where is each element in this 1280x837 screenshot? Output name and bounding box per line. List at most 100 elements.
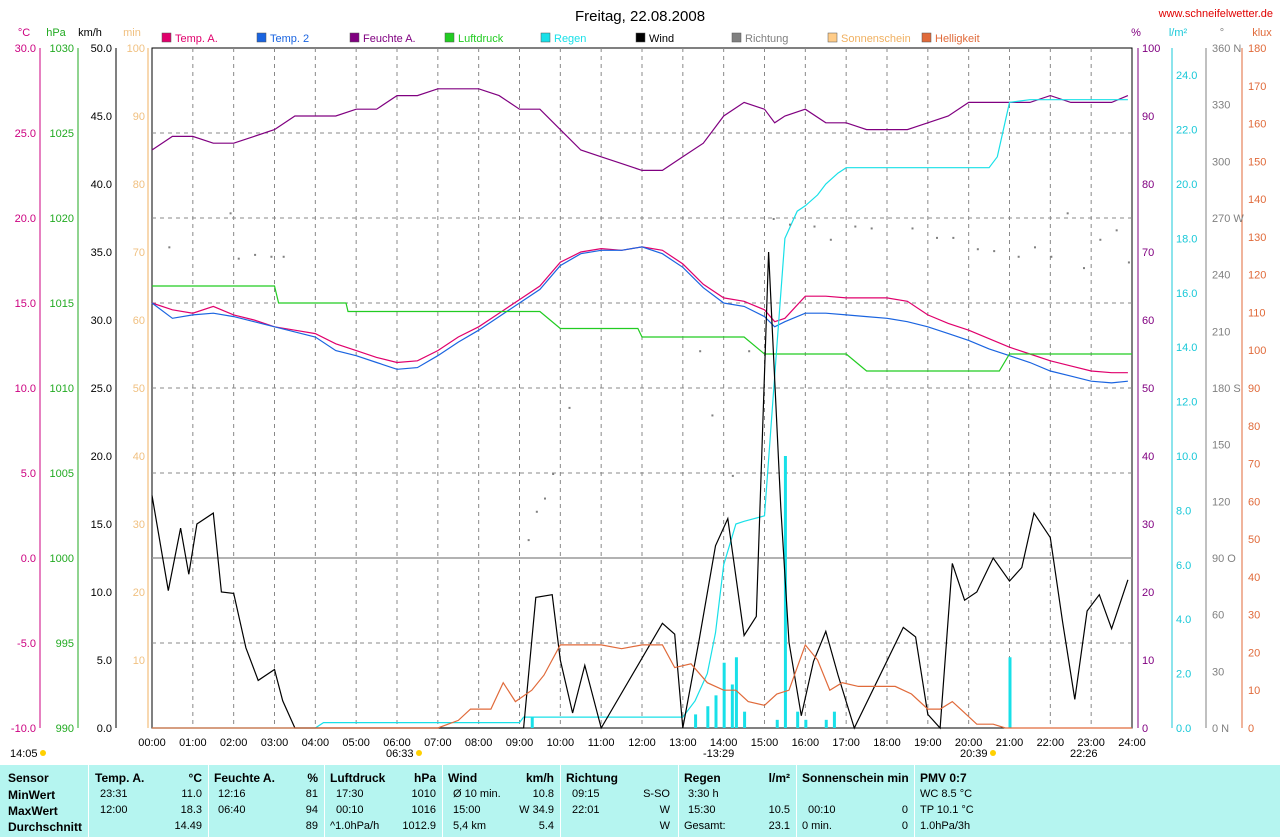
weather-chart: Freitag, 22.08.2008 www.schneifelwetter.…	[10, 8, 1273, 760]
x-tick-23: 23:00	[1077, 737, 1105, 749]
direction-point-7	[535, 510, 538, 513]
direction-tick-0: 360 N	[1212, 43, 1241, 55]
direction-point-21	[911, 227, 914, 230]
series-line-temp-a-	[151, 246, 1128, 374]
axis-unit-0: °C	[18, 27, 30, 39]
plot-area	[151, 88, 1132, 730]
direction-point-24	[976, 248, 979, 251]
stats-header-hum-unit: %	[307, 771, 318, 785]
legend-label-3: Luftdruck	[458, 33, 504, 45]
rain-bar-0	[530, 717, 534, 728]
legend-swatch-4	[540, 32, 551, 43]
direction-point-33	[1127, 261, 1130, 264]
legend-swatch-5	[635, 32, 646, 43]
stats-avg-row: Durchschnitt 14.49 89 ^1.0hPa/h 1012.9 5…	[0, 820, 1280, 836]
x-tick-7: 07:00	[424, 737, 452, 749]
x-tick-19: 19:00	[914, 737, 942, 749]
direction-point-30	[1083, 267, 1085, 270]
min-dir-time: 09:15	[572, 788, 600, 800]
max-sun-label: 00:10	[808, 804, 836, 816]
direction-tick-6: 180 S	[1212, 383, 1241, 395]
stats-label-max: MaxWert	[8, 804, 58, 818]
legend-swatch-3	[444, 32, 455, 43]
rain-bar-3	[714, 695, 718, 728]
sun-tick-3: 70	[133, 247, 145, 259]
humidity-tick-9: 10	[1142, 655, 1154, 667]
axis-unit-1: hPa	[46, 27, 66, 39]
temp-tick-5: 5.0	[21, 468, 36, 480]
avg-sun-label: 0 min.	[802, 820, 832, 832]
stats-header-sensor: Sensor	[8, 771, 49, 785]
stats-header-rain-unit: l/m²	[768, 771, 790, 785]
rain-tick-4: 16.0	[1176, 288, 1197, 300]
temp-tick-2: 20.0	[15, 213, 36, 225]
direction-point-18	[829, 238, 832, 241]
stats-header-wind: Wind	[448, 771, 478, 785]
max-temp-time: 12:00	[100, 804, 128, 816]
stats-label-avg: Durchschnitt	[8, 820, 83, 834]
rain-bar-1	[694, 714, 698, 728]
rain-tick-8: 8.0	[1176, 505, 1191, 517]
humidity-tick-6: 40	[1142, 451, 1154, 463]
pressure-tick-3: 1015	[50, 298, 74, 310]
min-hum: 81	[305, 788, 318, 800]
legend: Temp. A. Temp. 2 Feuchte A. Luftdruck Regen W…	[161, 32, 980, 45]
direction-point-25	[993, 250, 996, 253]
rain-tick-9: 6.0	[1176, 560, 1191, 572]
direction-tick-8: 120	[1212, 496, 1230, 508]
rain-bar-11	[804, 719, 808, 728]
legend-label-0: Temp. A.	[175, 33, 218, 45]
wind-tick-10: 0.0	[97, 723, 112, 735]
avg-press-trend: ^1.0hPa/h	[330, 820, 380, 832]
wind-tick-5: 25.0	[91, 383, 112, 395]
light-tick-16: 20	[1248, 647, 1260, 659]
axis-unit-6: °	[1220, 27, 1224, 39]
humidity-tick-5: 50	[1142, 383, 1154, 395]
min-wind: 10.8	[532, 788, 554, 800]
rain-bar-6	[734, 657, 738, 728]
stats-header-press: Luftdruck	[330, 771, 386, 785]
light-tick-15: 30	[1248, 610, 1260, 622]
legend-label-8: Helligkeit	[935, 33, 980, 45]
avg-dir: W	[659, 820, 670, 832]
rain-tick-12: 0.0	[1176, 723, 1191, 735]
direction-point-31	[1099, 238, 1102, 241]
light-tick-10: 80	[1248, 421, 1260, 433]
sun-tick-4: 60	[133, 315, 145, 327]
light-tick-2: 160	[1248, 119, 1266, 131]
light-tick-9: 90	[1248, 383, 1260, 395]
rain-bar-2	[706, 706, 710, 728]
direction-tick-3: 270 W	[1212, 213, 1244, 225]
rain-bar-7	[743, 711, 747, 728]
axis-unit-4: %	[1131, 27, 1141, 39]
light-tick-8: 100	[1248, 345, 1266, 357]
temp-tick-8: -10.0	[11, 723, 36, 735]
series-line-helligkeit	[152, 643, 1132, 729]
avg-hum: 89	[305, 820, 318, 832]
max-press: 1016	[411, 804, 436, 816]
direction-point-4	[270, 255, 273, 258]
sun-tick-5: 50	[133, 383, 145, 395]
rain-bar-4	[722, 662, 726, 728]
light-tick-13: 50	[1248, 534, 1260, 546]
stats-header-press-unit: hPa	[413, 771, 436, 785]
x-tick-3: 03:00	[261, 737, 289, 749]
direction-point-1	[229, 212, 232, 215]
min-rain-label: 3:30 h	[688, 788, 719, 800]
x-tick-17: 17:00	[832, 737, 860, 749]
legend-swatch-7	[827, 32, 838, 43]
x-tick-16: 16:00	[792, 737, 820, 749]
pressure-tick-8: 990	[56, 723, 74, 735]
axis-unit-7: klux	[1252, 27, 1272, 39]
direction-tick-2: 300	[1212, 156, 1230, 168]
direction-point-29	[1066, 212, 1069, 215]
direction-point-27	[1034, 246, 1036, 249]
light-tick-3: 150	[1248, 156, 1266, 168]
min-temp-time: 23:31	[100, 788, 128, 800]
max-hum: 94	[305, 804, 318, 816]
grid	[151, 47, 1133, 729]
marker-left-time: 14:05	[10, 748, 38, 760]
x-tick-21: 21:00	[996, 737, 1024, 749]
site-link[interactable]: www.schneifelwetter.de	[1158, 8, 1273, 20]
pressure-tick-4: 1010	[50, 383, 74, 395]
